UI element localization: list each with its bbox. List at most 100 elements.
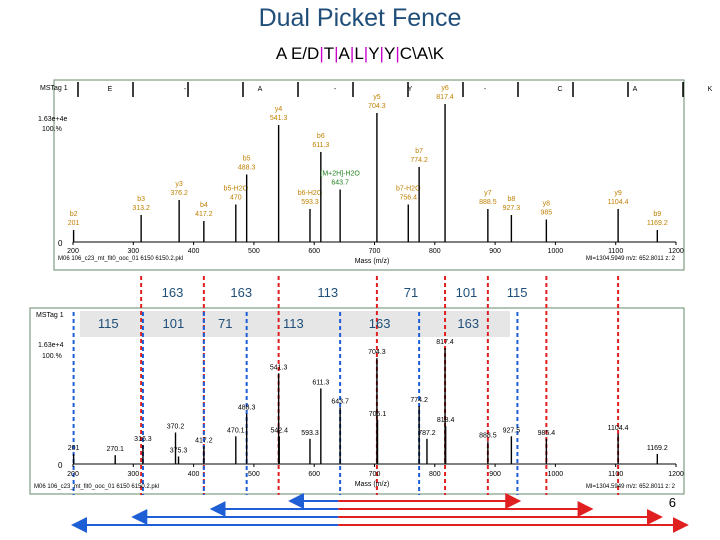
bottom-label-band [80,311,510,337]
top-peak-mass: 1104.4 [608,199,629,206]
top-header-residue: - [484,86,487,93]
residue-separator: | [349,44,355,63]
top-peak-label: b5 [243,156,251,163]
bottom-peak-mass: 1104.4 [608,425,629,432]
red-fence-gap-label: 163 [162,285,184,300]
bottom-peak-mass: 375.3 [170,447,188,454]
top-peak-mass: 643.7 [331,180,349,187]
bottom-x-tick-label: 300 [127,471,139,478]
top-footer-right: MI=1304.5949 m/z: 652.8011 z: 2 [586,256,676,262]
peptide-sequence: A E/D|T|A|L|Y|Y|C\A\K [0,44,720,64]
bottom-x-tick-label: 800 [429,471,441,478]
bottom-x-tick-label: 1100 [608,471,623,478]
residue: A [338,44,350,63]
top-peak-mass: 817.4 [436,94,454,101]
top-peak-label: [M+2H]-H2O [320,171,360,178]
bottom-peak-mass: 488.3 [238,405,256,412]
top-peak-mass: 985 [541,210,553,217]
top-x-tick-label: 700 [369,248,381,255]
bottom-x-tick-label: 1000 [548,471,564,478]
bottom-peak-mass: 541.3 [270,364,288,371]
bottom-peak-mass: 817.4 [436,339,454,346]
bottom-spectrum: MSTag 1 1.63e+4 100.% 0 200 300 400 500 600 700 80… [34,312,684,490]
top-footer-left: M06 106_c23_mt_fit0_ooc_01 6150 6150.2.p… [58,256,183,262]
residue: T [323,44,335,63]
top-x-tick-label: 800 [429,248,441,255]
top-header-residue: K [708,86,713,93]
top-peak-label: b7-H2O [396,186,421,193]
bottom-x-tick-label: 1200 [668,471,684,478]
arrow-layer [71,493,689,533]
residue: E/D [290,44,320,63]
top-peak-label: b2 [70,211,78,218]
top-peak-label: b6-H2O [298,190,323,197]
top-x-tick-label: 1200 [668,248,684,255]
top-header-residue: A [633,86,638,93]
blue-fence-gap-label: 163 [457,316,479,331]
bottom-x-tick-label: 700 [369,471,381,478]
top-spectrum-frame [53,79,685,271]
top-peak-label: y9 [614,190,622,197]
top-x-tick-label: 1000 [548,248,564,255]
bottom-peak-mass: 201 [68,445,80,452]
top-peak-label: y6 [441,85,449,92]
bottom-ylabel: 1.63e+4 [38,342,64,349]
residue-separator: | [363,44,369,63]
bottom-peak-mass: 611.3 [312,379,329,386]
bottom-peak-mass: 1169.2 [647,445,668,452]
bottom-y-zero: 0 [58,461,63,470]
red-fence-gap-label: 71 [404,285,418,300]
top-peak-label: b4 [200,202,208,209]
top-header-residue: - [184,86,187,93]
bottom-peak-mass: 643.7 [331,398,349,405]
bottom-xlabel: Mass (m/z) [355,481,390,488]
top-x-tick-label: 1100 [608,248,623,255]
top-x-tick-label: 200 [67,248,79,255]
blue-fence-gap-label: 113 [283,316,304,331]
residue-separator: | [395,44,400,63]
top-peak-mass: 541.3 [270,115,288,122]
top-peak-mass: 888.5 [479,199,497,206]
top-peak-mass: 611.3 [312,142,329,149]
residue: C\A\K [399,44,445,63]
top-x-tick-label: 900 [489,248,501,255]
top-peak-mass: 201 [68,220,80,227]
bottom-footer-left: M06 106_c23_mt_fit0_ooc_01 6150 6150.2.p… [34,484,159,490]
residue: Y [383,44,396,63]
top-peak-mass: 927.3 [503,205,521,212]
top-header-residue: A [258,86,263,93]
top-peak-mass: 704.3 [368,103,386,110]
top-peak-mass: 313.2 [132,205,150,212]
residue-separator: | [334,44,339,63]
red-fence-gap-label: 101 [456,285,478,300]
top-xlabel: Mass (m/z) [355,258,390,265]
bottom-footer-right: MI=1304.5949 m/z: 652.8011 z: 2 [586,484,676,490]
top-peak-label: y8 [543,201,551,208]
blue-fence-gap-label: 115 [98,316,119,331]
blue-fence-gap-label: 71 [218,316,232,331]
bottom-peak-mass: 470.1 [227,427,245,434]
top-peak-label: b6 [317,133,325,140]
top-peak-mass: 593.3 [301,199,319,206]
slide-title: Dual Picket Fence [258,4,462,32]
residue-separator: | [379,44,384,63]
top-header-residue: C [557,86,562,93]
bottom-ylabel: 100.% [42,353,62,360]
top-x-tick-label: 600 [308,248,320,255]
top-x-tick-label: 500 [248,248,260,255]
bottom-spectrum-frame [29,307,685,495]
top-peak-label: y5 [373,94,381,101]
top-peak-mass: 1169.2 [647,220,668,227]
top-header-label: MSTag 1 [40,85,68,92]
top-peak-label: y4 [275,106,283,113]
residue: Y [368,44,380,63]
fence-layer: 163 163 113 71 101 115 115 101 71 113 163 163 [72,276,620,495]
blue-fence-gap-label: 101 [163,316,185,331]
red-fence-gap-label: 163 [230,285,252,300]
top-peak-mass: 417.2 [195,211,213,218]
bottom-x-tick-label: 400 [188,471,200,478]
blue-fence-gap-label: 163 [369,316,391,331]
top-peak-mass: 376.2 [170,190,188,197]
top-x-tick-label: 300 [127,248,139,255]
